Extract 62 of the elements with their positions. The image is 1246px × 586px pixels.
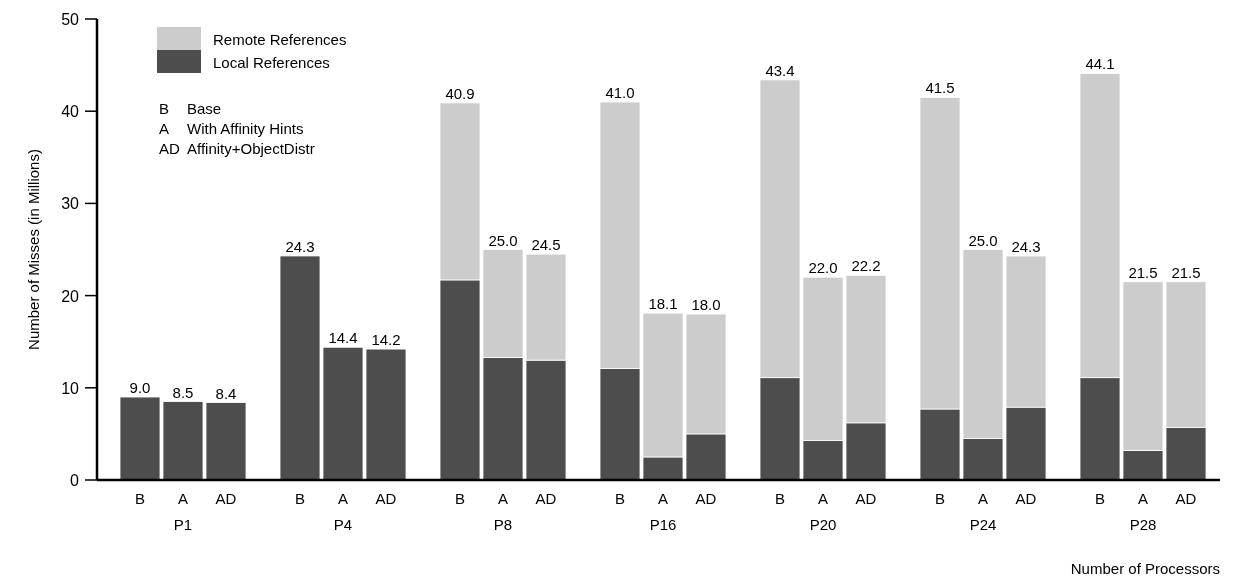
- total-label: 24.3: [285, 237, 315, 255]
- total-label: 43.4: [765, 61, 795, 79]
- total-label: 44.1: [1085, 55, 1115, 73]
- x-tick-label: A: [657, 490, 669, 507]
- total-label: 22.0: [808, 259, 838, 277]
- x-tick-label: B: [294, 490, 306, 507]
- total-label: 22.2: [851, 257, 881, 275]
- total-label: 21.5: [1128, 263, 1158, 281]
- x-tick-label: A: [337, 490, 349, 507]
- x-tick-label: A: [1137, 490, 1149, 507]
- text: P24: [969, 516, 997, 533]
- total-label: 40.9: [445, 84, 475, 102]
- x-tick-label: AD: [1175, 490, 1197, 507]
- total-label: 9.0: [129, 379, 151, 397]
- total-label: 25.0: [488, 231, 518, 249]
- x-tick-label: AD: [215, 490, 237, 507]
- x-axis-title: Number of Processors: [1070, 560, 1220, 577]
- x-tick-label: A: [977, 490, 989, 507]
- x-tick-label: B: [934, 490, 946, 507]
- x-tick-label: B: [454, 490, 466, 507]
- text: P8: [493, 516, 513, 533]
- x-tick-label: B: [614, 490, 626, 507]
- x-tick-label: A: [817, 490, 829, 507]
- text: P1: [173, 516, 193, 533]
- text: P4: [333, 516, 353, 533]
- text: P28: [1129, 516, 1157, 533]
- total-label: 18.0: [691, 296, 721, 314]
- total-label: 8.4: [215, 384, 237, 402]
- y-tick-label: 0: [70, 472, 80, 489]
- total-label: 25.0: [968, 231, 998, 249]
- y-tick-label: 40: [61, 103, 80, 121]
- x-tick-label: AD: [695, 490, 717, 507]
- y-tick-label: 50: [61, 11, 80, 28]
- y-axis-title: Number of Misses (in Millions): [25, 149, 42, 350]
- y-tick-label: 30: [61, 195, 80, 213]
- legend-label: Local References: [213, 54, 330, 71]
- total-label: 24.3: [1011, 237, 1041, 255]
- total-label: 14.4: [328, 329, 358, 347]
- x-tick-label: A: [177, 490, 189, 507]
- text: P20: [809, 516, 837, 533]
- text: P16: [649, 516, 677, 533]
- total-label: 14.2: [371, 331, 401, 349]
- x-tick-label: AD: [535, 490, 557, 507]
- total-label: 21.5: [1171, 263, 1201, 281]
- x-tick-label: B: [774, 490, 786, 507]
- y-tick-label: 20: [61, 287, 80, 305]
- y-tick-label: 10: [61, 379, 80, 397]
- x-tick-label: AD: [375, 490, 397, 507]
- annotation: B Base: [159, 100, 222, 117]
- x-tick-label: B: [1094, 490, 1106, 507]
- x-tick-label: AD: [1015, 490, 1037, 507]
- x-tick-label: A: [497, 490, 509, 507]
- total-label: 41.5: [925, 79, 955, 97]
- total-label: 41.0: [605, 83, 635, 101]
- total-label: 8.5: [172, 383, 194, 401]
- total-label: 24.5: [531, 236, 561, 254]
- x-tick-label: B: [134, 490, 146, 507]
- annotation: A With Affinity Hints: [159, 120, 304, 137]
- annotation: AD Affinity+ObjectDistr: [159, 140, 315, 157]
- total-label: 18.1: [648, 295, 678, 313]
- x-tick-label: AD: [855, 490, 877, 507]
- legend-label: Remote References: [213, 31, 347, 48]
